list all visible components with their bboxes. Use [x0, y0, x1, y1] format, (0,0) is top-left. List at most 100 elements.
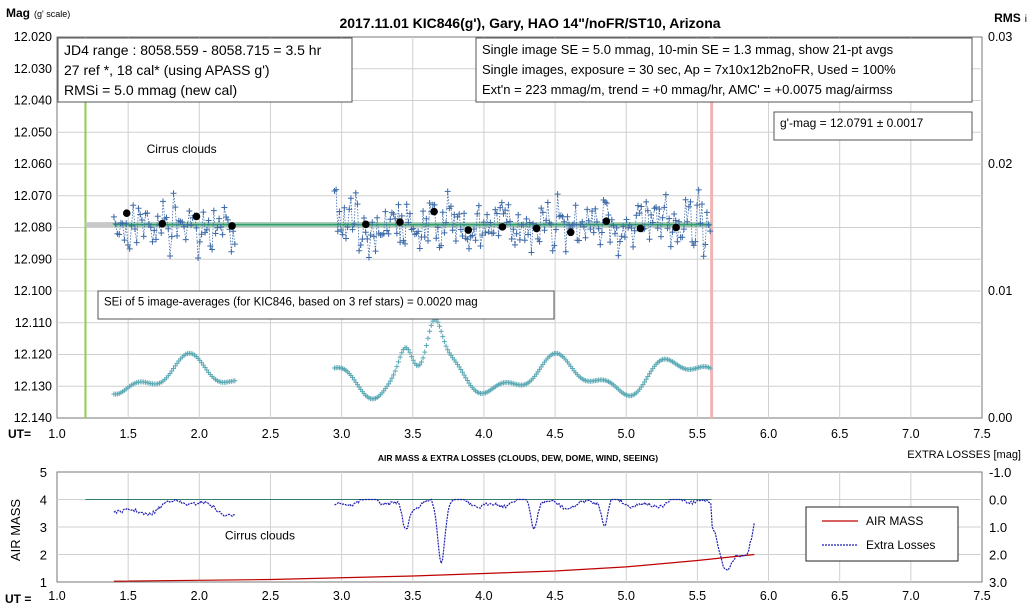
single-image-point — [397, 239, 404, 246]
single-image-point — [705, 221, 712, 228]
single-image-point — [423, 215, 430, 222]
top-y-tick-label: 12.040 — [14, 94, 52, 108]
single-image-point — [500, 210, 507, 217]
single-image-point — [456, 210, 463, 217]
single-image-point — [154, 213, 161, 220]
single-image-point — [214, 224, 221, 231]
single-image-point — [697, 220, 704, 227]
single-image-point — [464, 236, 471, 243]
rms-point — [441, 339, 447, 345]
single-image-point — [179, 219, 186, 226]
single-image-point — [181, 223, 188, 230]
single-image-trace — [113, 193, 236, 259]
top-y-tick-label: 12.080 — [14, 221, 52, 235]
single-image-point — [474, 210, 481, 217]
single-image-point — [415, 228, 422, 235]
single-image-point — [502, 207, 509, 214]
single-image-point — [643, 198, 650, 205]
rms-point — [445, 347, 451, 353]
single-image-point — [152, 236, 159, 243]
single-image-point — [707, 228, 714, 235]
single-image-point — [702, 241, 709, 248]
bottom-x-tick-label: 7.5 — [973, 589, 990, 603]
single-image-point — [687, 198, 694, 205]
top-y-tick-label: 12.120 — [14, 348, 52, 362]
single-image-point — [193, 224, 200, 231]
single-image-point — [351, 221, 358, 228]
single-image-point — [680, 226, 687, 233]
single-image-point — [228, 248, 235, 255]
single-image-point — [344, 223, 351, 230]
single-image-point — [610, 222, 617, 229]
rms-point — [418, 359, 424, 365]
single-image-point — [449, 227, 456, 234]
average-point — [636, 224, 645, 233]
single-image-point — [482, 229, 489, 236]
rms-point — [409, 354, 415, 360]
info-box-left-line: JD4 range : 8058.559 - 8058.715 = 3.5 hr — [64, 42, 322, 58]
single-image-point — [703, 209, 710, 216]
single-image-point — [695, 186, 702, 193]
single-image-point — [356, 247, 363, 254]
single-image-point — [346, 206, 353, 213]
single-image-point — [571, 221, 578, 228]
single-image-point — [587, 226, 594, 233]
top-y2-axis-label-main: RMS — [994, 11, 1021, 25]
single-image-point — [195, 255, 202, 262]
single-image-point — [362, 229, 369, 236]
average-point — [566, 228, 575, 237]
single-image-point — [339, 231, 346, 238]
average-point — [228, 222, 236, 230]
single-image-point — [172, 204, 179, 211]
single-image-point — [365, 254, 372, 261]
single-image-point — [564, 213, 571, 220]
single-image-point — [505, 201, 512, 208]
bottom-x-tick-label: 6.0 — [760, 589, 777, 603]
rms-point — [645, 373, 651, 379]
single-image-point — [367, 231, 374, 238]
single-image-point — [472, 237, 479, 244]
single-image-point — [128, 222, 135, 229]
single-image-point — [498, 199, 505, 206]
bottom-y2-tick-label: -1.0 — [989, 465, 1011, 480]
top-x-tick-label: 3.0 — [333, 427, 350, 441]
rms-point — [420, 355, 426, 361]
single-image-point — [615, 252, 622, 259]
single-image-point — [210, 207, 217, 214]
rms-point — [171, 365, 177, 371]
single-image-point — [131, 225, 138, 232]
average-point — [464, 226, 473, 234]
single-image-point — [133, 239, 140, 246]
single-image-point — [188, 222, 195, 229]
average-point — [362, 220, 370, 229]
bottom-plot-layer: 1.0 1.5 2.0 2.5 3.0 3.5 4.0 4.5 5.0 5.5 6.0 6.5 7.0 7… — [40, 465, 1012, 603]
single-image-point — [137, 211, 144, 218]
rms-point — [387, 378, 393, 384]
single-image-point — [124, 242, 131, 249]
rms-point — [443, 343, 449, 349]
single-image-point — [147, 224, 154, 231]
single-image-point — [528, 249, 535, 256]
top-x-tick-label: 3.5 — [404, 427, 421, 441]
sei-box-frame — [97, 290, 555, 320]
single-image-point — [589, 208, 596, 215]
single-image-point — [548, 221, 555, 228]
bottom-x-tick-label: 6.5 — [831, 589, 848, 603]
single-image-point — [493, 210, 500, 217]
top-x-tick-label: 4.5 — [546, 427, 563, 441]
rms-point — [640, 382, 646, 388]
single-image-point — [700, 253, 707, 260]
single-image-point — [552, 226, 559, 233]
single-image-point — [151, 227, 158, 234]
bottom-y-tick-label: 4 — [40, 493, 47, 508]
single-image-point — [186, 208, 193, 215]
rms-point — [446, 350, 452, 356]
single-image-point — [385, 230, 392, 237]
single-image-point — [123, 220, 130, 227]
single-image-point — [525, 231, 532, 238]
single-image-point — [140, 233, 147, 240]
info-box-right-line: Single image SE = 5.0 mmag, 10-min SE = … — [482, 42, 894, 57]
top-y2-axis-label-suffix: i — [1025, 14, 1027, 25]
average-point — [498, 223, 507, 231]
single-image-point — [341, 204, 348, 211]
